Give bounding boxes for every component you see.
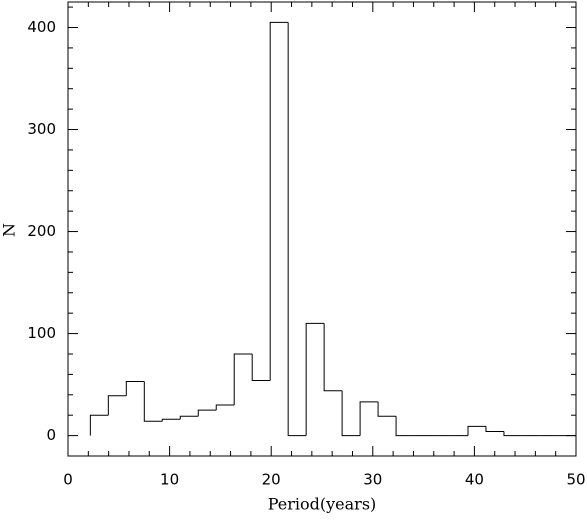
y-tick-label: 200 [27,222,56,240]
plot-frame [67,1,577,457]
histogram-bin [215,404,235,411]
histogram-bin [179,415,199,420]
histogram-bin [251,353,271,382]
x-tick-label: 50 [566,471,585,489]
x-axis-label: Period(years) [268,495,377,514]
histogram-bin [143,381,163,422]
histogram-bin [107,395,127,416]
x-tick-label: 10 [160,471,179,489]
y-tick-label: 0 [46,426,56,444]
histogram-bin [269,21,289,381]
histogram-bin [305,322,325,436]
x-tick-label: 20 [262,471,281,489]
histogram-bin [359,401,379,436]
histogram-bin [89,414,109,436]
y-tick-label: 100 [27,324,56,342]
histogram-bin [233,353,253,405]
histogram-bin [125,381,145,396]
histogram-bin [341,390,361,437]
histogram-bin [395,416,415,437]
histogram-bin [485,426,504,433]
x-tick-label: 0 [63,471,73,489]
y-axis-label: N [0,223,19,237]
histogram-bin [287,22,307,437]
y-tick-label: 300 [27,120,56,138]
histogram-bin [503,431,522,437]
histogram-bin [197,409,217,417]
histogram-bin [161,418,181,422]
x-tick-label: 30 [363,471,382,489]
y-tick-label: 400 [27,18,56,36]
histogram-bin [467,425,486,436]
histogram-bin [377,401,397,417]
x-tick-label: 40 [465,471,484,489]
histogram-bin [323,323,343,392]
